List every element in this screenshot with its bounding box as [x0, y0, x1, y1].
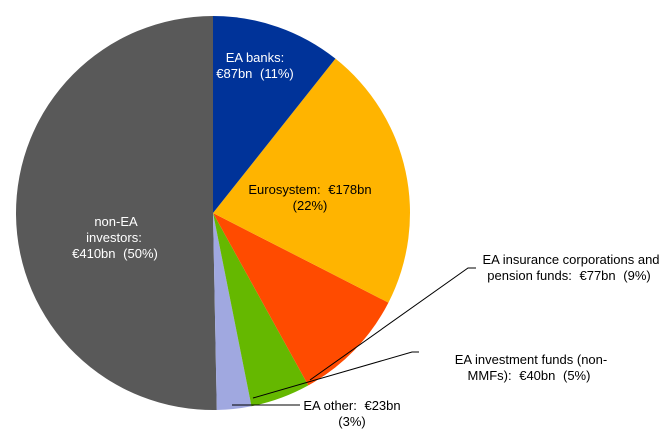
value-label: €40bn: [519, 368, 556, 383]
slice-label: EA insurance corporations and pension fu…: [470, 252, 670, 284]
pie-slice: [213, 58, 410, 303]
slice-name: Eurosystem:: [248, 182, 321, 197]
pie-slice: [213, 16, 336, 213]
value-label: €410bn: [72, 246, 116, 261]
value-label: €77bn: [579, 268, 616, 283]
percent-label: (11%): [260, 66, 294, 81]
value-label: €87bn: [216, 66, 253, 81]
slice-name: non-EA investors:: [86, 214, 142, 245]
value-label: €178bn: [328, 182, 372, 197]
slice-label: EA investment funds (non-MMFs): €40bn (5…: [435, 352, 625, 384]
slice-label: non-EA investors: €410bn (50%): [70, 214, 160, 262]
percent-label: (9%): [623, 268, 651, 283]
slice-label: EA other: €23bn (3%): [292, 398, 412, 430]
slice-label: EA banks: €87bn (11%): [210, 50, 300, 82]
leader-line: [252, 351, 419, 399]
slice-name: EA other:: [303, 398, 357, 413]
percent-label: (5%): [563, 368, 591, 383]
value-label: €23bn: [364, 398, 401, 413]
slice-name: EA banks:: [225, 50, 285, 65]
pie-slice: [213, 213, 389, 386]
slice-label: Eurosystem: €178bn (22%): [235, 182, 385, 214]
pie-slice: [213, 213, 309, 407]
slice-name: EA investment funds (non-MMFs):: [454, 352, 608, 383]
percent-label: (22%): [292, 198, 328, 213]
pie-slice: [16, 16, 217, 410]
pie-slice: [213, 213, 252, 410]
percent-label: (50%): [123, 246, 158, 261]
slice-name: EA insurance corporations and pension fu…: [482, 252, 660, 283]
percent-label: (3%): [338, 414, 366, 429]
leader-line: [309, 267, 476, 381]
